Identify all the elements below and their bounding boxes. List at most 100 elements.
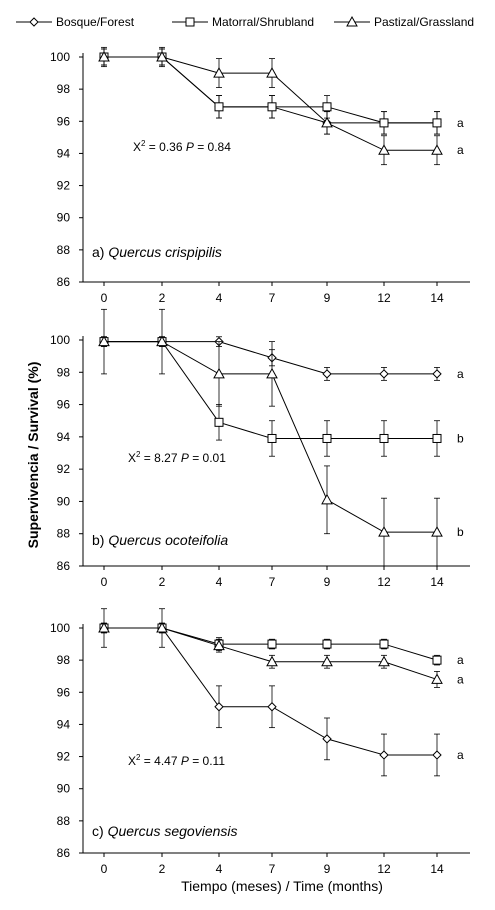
panel-a: 100 98 96 94 92 90 88 86 0 2 4 7 9 12 14 aa X2 = 0.36 P … — [50, 46, 470, 305]
stat-text-part: = 0.84 — [194, 140, 231, 154]
y-tick-label: 88 — [57, 814, 71, 828]
stat-text-part: P — [181, 754, 189, 768]
point-diamond — [432, 750, 442, 760]
x-tick-label: 0 — [101, 575, 108, 589]
stat-text-part: 2 — [136, 450, 141, 459]
point-triangle — [378, 144, 390, 155]
x-tick-label: 14 — [430, 575, 444, 589]
panel-caption: a) Quercus crispipilis — [92, 244, 222, 260]
y-tick-label: 88 — [57, 243, 71, 257]
y-tick-label: 92 — [57, 462, 71, 476]
point-diamond — [322, 369, 332, 379]
stat-text-part: X — [128, 451, 136, 465]
triangle-icon — [346, 15, 358, 27]
point-square — [267, 102, 277, 112]
significance-letter: a — [457, 672, 464, 686]
significance-letter: b — [457, 525, 464, 539]
x-tick-label: 0 — [101, 291, 108, 305]
point-square — [379, 639, 389, 649]
point-square — [432, 118, 442, 128]
panel-caption: c) Quercus segoviensis — [92, 823, 238, 839]
x-tick-label: 2 — [159, 291, 166, 305]
point-square — [379, 433, 389, 443]
legend-label-grassland: Pastizal/Grassland — [374, 15, 474, 29]
y-tick-label: 94 — [57, 717, 71, 731]
y-tick-label: 86 — [57, 559, 71, 573]
point-diamond — [214, 702, 224, 712]
x-tick-label: 4 — [216, 575, 223, 589]
panel-caption: b) Quercus ocoteifolia — [92, 532, 228, 548]
x-tick-label: 12 — [377, 575, 391, 589]
panel-label: a) — [92, 244, 108, 260]
point-square — [379, 118, 389, 128]
x-tick-label: 7 — [269, 291, 276, 305]
point-diamond — [267, 702, 277, 712]
panel-label: b) — [92, 532, 108, 548]
point-triangle — [156, 50, 168, 62]
point-triangle — [321, 493, 333, 505]
legend-item-shrubland: Matorral/Shrubland — [172, 15, 314, 29]
stat-text: X2 = 4.47 P = 0.11 — [128, 753, 225, 768]
point-square — [267, 639, 277, 649]
significance-letter: a — [457, 653, 464, 667]
point-triangle — [213, 67, 225, 78]
series-line-diamond — [104, 56, 437, 124]
point-triangle — [156, 621, 168, 633]
point-triangle — [378, 655, 390, 667]
point-square — [322, 102, 332, 112]
y-tick-label: 96 — [57, 398, 71, 412]
point-triangle — [266, 67, 278, 78]
y-tick-label: 98 — [57, 365, 71, 379]
point-square — [432, 433, 442, 443]
x-tick-label: 9 — [324, 575, 331, 589]
legend-item-grassland: Pastizal/Grassland — [334, 15, 474, 29]
point-triangle — [378, 526, 390, 537]
point-triangle — [266, 367, 278, 379]
y-tick-label: 98 — [57, 82, 71, 96]
stat-text-part: 2 — [136, 753, 141, 762]
y-tick-label: 94 — [57, 430, 71, 444]
y-tick-label: 100 — [50, 621, 70, 635]
point-square — [214, 102, 224, 112]
x-tick-label: 14 — [430, 862, 444, 876]
species-name: Quercus ocoteifolia — [108, 532, 228, 548]
stat-text-part: X — [133, 140, 141, 154]
point-square — [267, 433, 277, 443]
point-triangle — [98, 335, 110, 347]
y-tick-label: 100 — [50, 333, 70, 347]
point-triangle — [98, 621, 110, 633]
square-icon — [185, 17, 195, 27]
point-square — [322, 433, 332, 443]
y-axis-title: Supervivencia / Survival (%) — [25, 362, 41, 549]
y-tick-label: 90 — [57, 211, 71, 225]
point-square — [214, 417, 224, 427]
stat-text-part: P — [181, 451, 189, 465]
x-tick-label: 7 — [269, 862, 276, 876]
stat-text-part: X — [128, 754, 136, 768]
point-triangle — [156, 335, 168, 347]
x-tick-label: 4 — [216, 862, 223, 876]
x-tick-label: 12 — [377, 862, 391, 876]
point-square — [322, 639, 332, 649]
species-name: Quercus segoviensis — [108, 823, 238, 839]
point-triangle — [431, 673, 443, 684]
panel-label: c) — [92, 823, 108, 839]
y-tick-label: 86 — [57, 846, 71, 860]
y-tick-label: 88 — [57, 527, 71, 541]
point-triangle — [266, 655, 278, 667]
significance-letter: a — [457, 143, 464, 157]
stat-text-part: = 8.27 — [140, 451, 180, 465]
point-triangle — [98, 50, 110, 62]
species-name: Quercus crispipilis — [108, 244, 222, 260]
stat-text-part: = 4.47 — [140, 754, 180, 768]
y-tick-label: 86 — [57, 275, 71, 289]
x-tick-label: 12 — [377, 291, 391, 305]
point-diamond — [322, 734, 332, 744]
significance-letter: a — [457, 367, 464, 381]
y-tick-label: 100 — [50, 50, 70, 64]
point-triangle — [213, 367, 225, 379]
y-tick-label: 98 — [57, 653, 71, 667]
point-square — [432, 655, 442, 665]
